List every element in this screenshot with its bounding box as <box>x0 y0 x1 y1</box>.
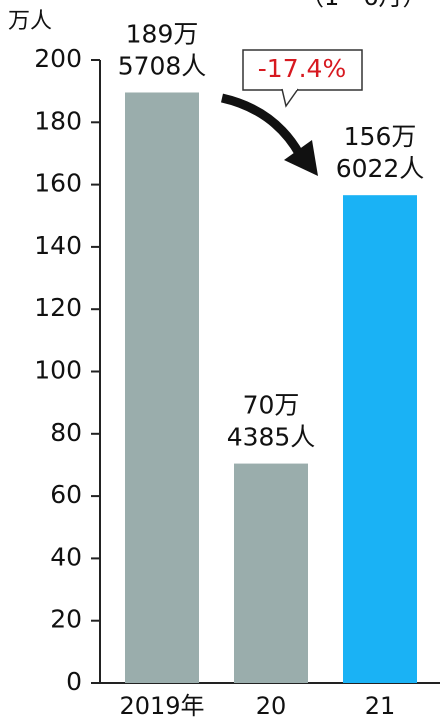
value-label: 4385人 <box>227 423 316 452</box>
arrow-head <box>284 140 318 176</box>
x-tick-label: 20 <box>256 692 287 720</box>
annotation: -17.4% <box>258 54 346 83</box>
y-tick-label: 160 <box>34 169 82 198</box>
x-tick-label: 2019年 <box>119 692 204 720</box>
x-tick-label: 21 <box>365 692 396 720</box>
y-tick-label: 140 <box>34 231 82 260</box>
value-label: 6022人 <box>336 154 425 183</box>
bar <box>343 195 417 683</box>
y-tick-label: 120 <box>34 293 82 322</box>
y-tick-label: 60 <box>50 480 82 509</box>
callout-box <box>242 49 363 91</box>
y-tick-label: 180 <box>34 106 82 135</box>
value-label: 189万 <box>126 19 199 48</box>
y-tick-label: 0 <box>66 667 82 696</box>
y-tick-label: 100 <box>34 356 82 385</box>
value-label: 5708人 <box>118 51 207 80</box>
y-tick-label: 40 <box>50 542 82 571</box>
bar <box>234 463 308 683</box>
bar <box>125 92 199 684</box>
change-arrow <box>220 93 304 158</box>
y-tick-label: 200 <box>34 44 82 73</box>
y-tick-label: 80 <box>50 418 82 447</box>
y-axis-label: 万人 <box>8 9 52 34</box>
period-note: （1～6月） <box>300 0 427 11</box>
value-label: 156万 <box>344 122 417 151</box>
callout-tail <box>281 88 299 108</box>
y-tick-label: 20 <box>50 605 82 634</box>
value-label: 70万 <box>243 391 300 420</box>
